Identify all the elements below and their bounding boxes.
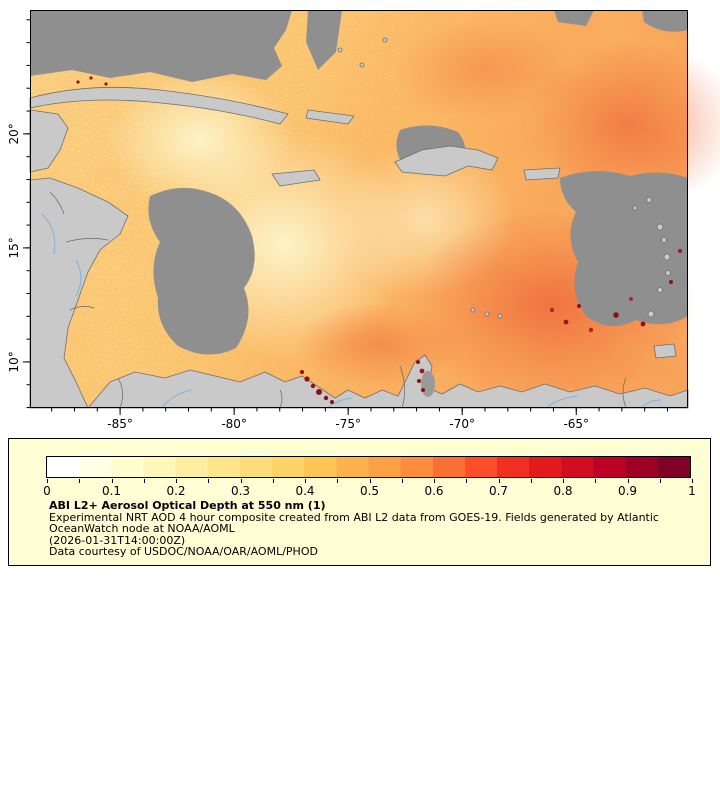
colorbar-tick-label: 0.7 [488, 484, 509, 498]
land-layer [29, 37, 689, 409]
island [646, 197, 652, 203]
lake-maracaibo [421, 371, 435, 397]
colorbar-tick-label: 0.8 [553, 484, 573, 498]
lon-tick-label: -70° [449, 417, 475, 431]
colorbar-tick [208, 479, 210, 483]
island [497, 313, 503, 319]
colorbar-tick [240, 479, 242, 483]
colorbar-tick [79, 479, 81, 483]
country-border-layer [49, 191, 627, 409]
colorbar-tick-label: 0 [43, 484, 51, 498]
island [663, 253, 671, 261]
island [359, 62, 365, 68]
aod-map: -85° -80° -75° -70° -65° 20° 15° 10° [7, 10, 720, 431]
island [661, 237, 667, 243]
colorbar-tick [337, 479, 339, 483]
colorbar-tick-label: 0.4 [295, 484, 315, 498]
colorbar-tick [659, 479, 661, 483]
colorbar-tick-label: 0.1 [101, 484, 122, 498]
legend-description: Experimental NRT AOD 4 hour composite cr… [49, 510, 659, 536]
island [632, 205, 638, 211]
island [647, 310, 655, 318]
island [656, 223, 664, 231]
colorbar-tick [176, 479, 177, 483]
colorbar-tick-label: 0.2 [166, 484, 186, 498]
legend-title: ABI L2+ Aerosol Optical Depth at 550 nm … [49, 499, 326, 512]
colorbar-tick [111, 479, 113, 483]
colorbar-tick [627, 479, 629, 483]
land-central-america [29, 177, 129, 409]
island [470, 307, 476, 313]
axis-layer: -85° -80° -75° -70° -65° 20° 15° 10° [7, 19, 668, 431]
colorbar-tick [401, 479, 403, 483]
lon-tick-label: -80° [221, 417, 247, 431]
colorbar-tick [563, 479, 564, 483]
aod-map-figure: -85° -80° -75° -70° -65° 20° 15° 10° [7, 10, 720, 431]
colorbar-tick [434, 479, 435, 483]
colorbar-tick [692, 479, 693, 483]
legend-timestamp: (2026-01-31T14:00:00Z) [49, 533, 186, 547]
colorbar-tick-row [47, 479, 693, 484]
colorbar-tick-label: 1 [688, 484, 696, 498]
lon-tick-label: -65° [563, 417, 589, 431]
colorbar-tick-label: 0.6 [424, 484, 444, 498]
map-frame [30, 10, 688, 408]
lon-tick-label: -75° [335, 417, 361, 431]
land-hispaniola [394, 145, 499, 177]
legend-box: 0 0.1 0.2 0.3 0.4 0.5 0.6 0.7 0.8 0.9 1 ABI L2+ Ae… [8, 438, 711, 566]
colorbar-tick [595, 479, 597, 483]
colorbar-tick [272, 479, 274, 483]
colorbar-tick-label: 0.3 [230, 484, 251, 498]
legend-text-block: ABI L2+ Aerosol Optical Depth at 550 nm … [49, 500, 701, 558]
colorbar-tick [305, 479, 306, 483]
land-puerto-rico [523, 167, 561, 181]
island [484, 311, 490, 317]
aod-hotspot-layer [76, 76, 682, 404]
colorbar-tick-label: 0.9 [617, 484, 638, 498]
legend-credit: Data courtesy of USDOC/NOAA/OAR/AOML/PHO… [49, 545, 318, 559]
land-cuba-east [305, 109, 355, 125]
land-south-america [87, 354, 689, 409]
land-cuba [29, 86, 289, 125]
colorbar-label-row: 0 0.1 0.2 0.3 0.4 0.5 0.6 0.7 0.8 0.9 1 [43, 484, 696, 498]
colorbar-tick [530, 479, 532, 483]
land-jamaica [271, 169, 321, 187]
lat-tick-label: 15° [7, 237, 21, 258]
colorbar-tick [466, 479, 468, 483]
colorbar-tick [143, 479, 145, 483]
lat-tick-label: 10° [7, 351, 21, 372]
lat-tick-label: 20° [7, 123, 21, 144]
island [665, 270, 671, 276]
island [337, 47, 343, 53]
land-trinidad [653, 343, 677, 359]
colorbar-tick [47, 479, 48, 483]
river-layer [41, 213, 663, 409]
colorbar-tick-label: 0.5 [359, 484, 380, 498]
island [382, 37, 388, 43]
island [657, 287, 663, 293]
colorbar-tick [498, 479, 500, 483]
colorbar-tick [369, 479, 371, 483]
lon-tick-label: -85° [107, 417, 133, 431]
aod-colorbar [46, 456, 691, 478]
